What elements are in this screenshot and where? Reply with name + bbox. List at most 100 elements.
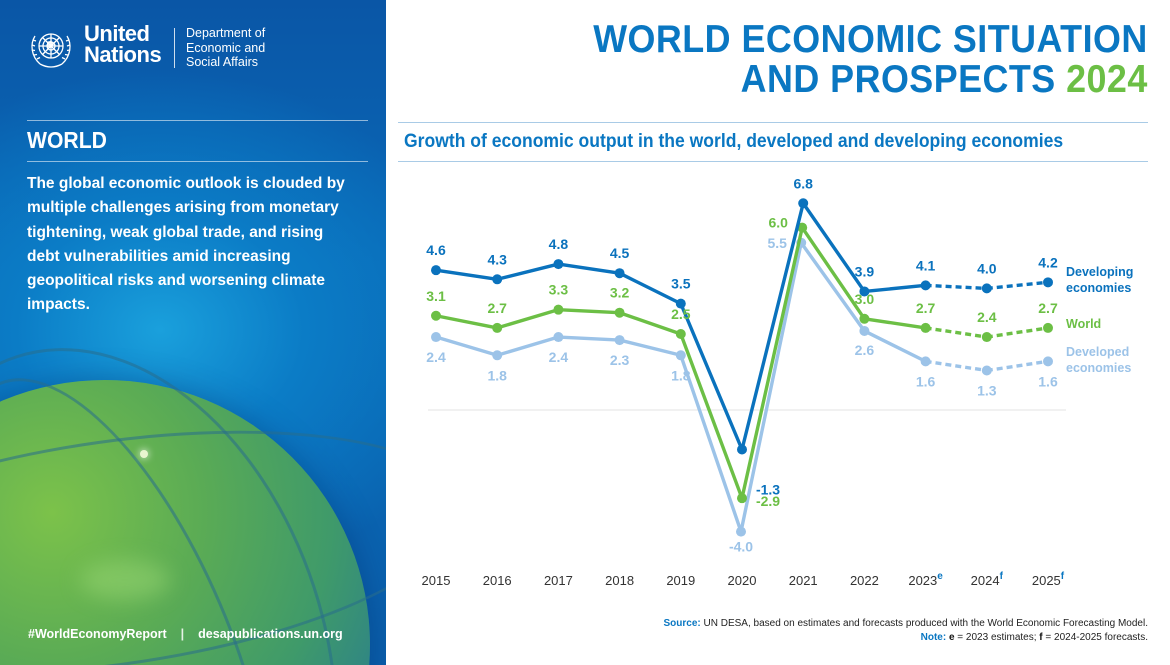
x-tick-label-2020: 2020 [728,573,757,588]
series-developed [431,237,1053,537]
data-point-world-2021 [797,222,808,233]
legend-label-developed: Developed [1066,345,1129,359]
series-developing [431,198,1053,455]
line-segment-world [495,307,561,330]
data-label-world-2025: 2.7 [1038,300,1058,316]
website-link[interactable]: desapublications.un.org [198,627,343,641]
data-label-world-2022: 3.0 [855,291,875,307]
divider [398,161,1148,162]
data-label-world-2019: 2.5 [671,306,691,322]
line-segment-world [740,225,804,500]
data-label-world-2015: 3.1 [426,288,446,304]
data-label-developed-2023: 1.6 [916,373,936,389]
data-point-developed-2025 [1043,356,1053,367]
data-label-developing-2015: 4.6 [426,242,446,258]
region-title: WORLD [27,127,107,153]
line-segment-world [986,326,1049,339]
data-point-developing-2022 [859,286,870,297]
data-label-world-2020: -2.9 [756,493,780,509]
data-label-developing-2018: 4.5 [610,245,630,261]
data-point-developed-2024 [981,365,992,376]
data-point-developing-2021 [798,198,809,209]
un-wordmark: United Nations [84,21,162,67]
source-text: UN DESA, based on estimates and forecast… [703,618,1148,629]
data-label-developing-2020: -1.3 [756,482,780,498]
data-label-developed-2021: 5.5 [767,235,787,251]
line-segment-world [556,307,622,315]
line-segment-developed [679,353,743,534]
line-segment-developed [799,241,867,333]
source-label: Source: [663,618,701,629]
line-segment-developing [740,201,805,452]
source-note: Source: UN DESA, based on estimates and … [663,618,1149,643]
data-label-world-2023: 2.7 [916,300,936,316]
line-segment-developed [617,338,683,357]
data-point-developed-2020 [736,526,746,537]
hashtag-link[interactable]: #WorldEconomyReport [28,627,167,641]
data-point-developing-2015 [431,265,441,276]
data-label-developed-2017: 2.4 [549,349,569,365]
line-segment-developing [986,280,1049,291]
data-point-world-2019 [675,329,686,339]
line-segment-world [617,311,683,336]
line-segment-developed [495,335,561,357]
data-label-developing-2016: 4.3 [487,251,507,267]
line-segment-developed [739,241,803,534]
line-segment-developed [434,335,499,357]
legend-label-developing: Developing [1066,265,1133,279]
divider [398,122,1148,123]
data-label-developing-2023: 4.1 [916,257,936,273]
data-point-developing-2025 [1043,277,1053,288]
data-point-developing-2019 [675,298,686,309]
data-label-world-2017: 3.3 [549,282,569,298]
line-segment-developing [434,268,499,281]
data-label-world-2016: 2.7 [487,300,507,316]
data-point-world-2017 [553,304,564,315]
data-point-world-2022 [859,313,870,324]
data-label-developing-2024: 4.0 [977,260,997,276]
x-tick-label-2015: 2015 [422,573,451,588]
data-label-developing-2022: 3.9 [855,263,875,279]
line-segment-developed [556,335,622,342]
line-segment-world [800,225,867,321]
line-segment-world [679,332,744,500]
data-point-developed-2017 [553,332,564,343]
summary-text: The global economic outlook is clouded b… [27,175,345,314]
line-segment-world [434,314,499,330]
data-point-developed-2022 [859,325,870,336]
data-point-developed-2015 [431,332,441,343]
series-world [431,222,1053,504]
chart-title: Growth of economic output in the world, … [404,130,1064,152]
data-label-developed-2018: 2.3 [610,352,630,368]
x-tick-label-2019: 2019 [666,573,695,588]
data-label-developed-2024: 1.3 [977,382,997,398]
left-info-panel: United Nations Department of Economic an… [0,0,386,665]
legend-label-world: World [1066,317,1101,331]
x-tick-label-2023: 2023e [908,571,943,588]
data-point-world-2024 [981,332,992,343]
x-tick-label-2017: 2017 [544,573,573,588]
data-point-developed-2018 [614,335,625,346]
data-point-developing-2017 [553,259,564,270]
data-label-developed-2019: 1.8 [671,367,691,383]
data-point-developed-2019 [675,350,686,361]
divider [27,161,368,162]
data-label-developing-2021: 6.8 [793,175,813,191]
x-tick-label-2016: 2016 [483,573,512,588]
un-emblem-icon [31,33,71,68]
footer-links: #WorldEconomyReport | desapublications.un.… [28,627,343,641]
data-point-world-2016 [492,322,503,333]
data-label-developed-2016: 1.8 [487,367,507,383]
x-tick-label-2018: 2018 [605,573,634,588]
data-point-world-2025 [1043,322,1053,333]
report-year: 2024 [1066,58,1148,101]
x-tick-label-2024: 2024f [971,571,1004,588]
data-point-developing-2023 [920,280,931,291]
data-point-world-2015 [431,310,441,321]
data-point-developing-2016 [492,274,503,285]
data-point-developing-2024 [981,283,992,294]
line-segment-world [862,317,928,330]
line-segment-developing [862,283,928,294]
line-segment-developed [862,329,928,364]
note-label: Note: [920,632,947,643]
